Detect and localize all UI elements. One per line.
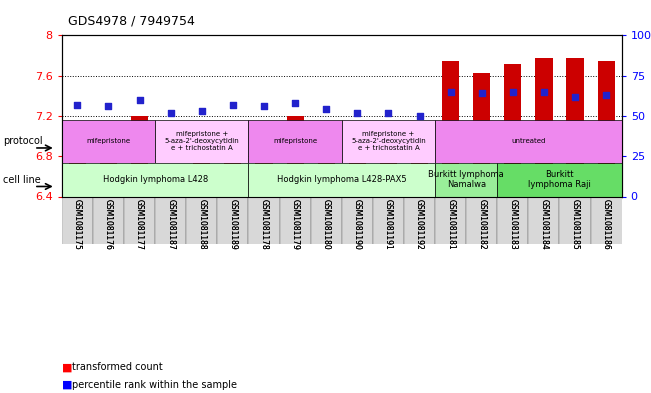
Text: GSM1081177: GSM1081177 xyxy=(135,199,144,250)
Text: Hodgkin lymphoma L428-PAX5: Hodgkin lymphoma L428-PAX5 xyxy=(277,175,407,184)
Text: GSM1081181: GSM1081181 xyxy=(446,199,455,250)
Text: GSM1081183: GSM1081183 xyxy=(508,199,518,250)
Bar xyxy=(255,131,273,196)
Text: GSM1081192: GSM1081192 xyxy=(415,199,424,250)
Bar xyxy=(225,131,242,196)
Point xyxy=(445,88,456,95)
Bar xyxy=(598,61,615,196)
Text: GSM1081176: GSM1081176 xyxy=(104,199,113,250)
Text: GSM1081187: GSM1081187 xyxy=(166,199,175,250)
Bar xyxy=(435,120,622,163)
Text: GSM1081186: GSM1081186 xyxy=(602,199,611,250)
Bar xyxy=(473,73,490,196)
Text: ■: ■ xyxy=(62,362,72,373)
Bar xyxy=(505,64,521,196)
Point xyxy=(228,101,238,108)
Text: GSM1081181: GSM1081181 xyxy=(446,199,455,250)
Text: GSM1081185: GSM1081185 xyxy=(570,199,579,250)
Point xyxy=(383,110,394,116)
Text: GSM1081186: GSM1081186 xyxy=(602,199,611,250)
Text: percentile rank within the sample: percentile rank within the sample xyxy=(72,380,236,390)
Text: mifepristone +
5-aza-2'-deoxycytidin
e + trichostatin A: mifepristone + 5-aza-2'-deoxycytidin e +… xyxy=(165,132,239,151)
Bar xyxy=(442,61,459,196)
Text: GSM1081179: GSM1081179 xyxy=(290,199,299,250)
Point xyxy=(165,110,176,116)
Text: GSM1081180: GSM1081180 xyxy=(322,199,331,250)
Point xyxy=(414,113,424,119)
Text: mifepristone: mifepristone xyxy=(87,138,131,145)
Bar xyxy=(435,163,497,196)
Bar xyxy=(249,120,342,163)
Text: Hodgkin lymphoma L428: Hodgkin lymphoma L428 xyxy=(102,175,208,184)
Bar xyxy=(100,126,117,196)
Bar xyxy=(566,57,583,196)
Text: Burkitt lymphoma
Namalwa: Burkitt lymphoma Namalwa xyxy=(428,170,504,189)
Point xyxy=(477,90,487,97)
Text: GSM1081192: GSM1081192 xyxy=(415,199,424,250)
Text: GSM1081184: GSM1081184 xyxy=(540,199,548,250)
Bar xyxy=(131,116,148,196)
Bar xyxy=(69,146,86,196)
Bar xyxy=(342,120,435,163)
Bar xyxy=(535,57,553,196)
Point xyxy=(352,110,363,116)
Text: GSM1081190: GSM1081190 xyxy=(353,199,362,250)
Text: GSM1081175: GSM1081175 xyxy=(73,199,82,250)
Bar xyxy=(249,163,435,196)
Bar xyxy=(155,120,249,163)
Text: GSM1081175: GSM1081175 xyxy=(73,199,82,250)
Text: GSM1081178: GSM1081178 xyxy=(260,199,268,250)
Point xyxy=(197,108,207,114)
Text: GSM1081184: GSM1081184 xyxy=(540,199,548,250)
Text: mifepristone: mifepristone xyxy=(273,138,317,145)
Point xyxy=(104,103,114,109)
Bar xyxy=(193,149,210,196)
Text: GSM1081182: GSM1081182 xyxy=(477,199,486,250)
Bar xyxy=(62,163,249,196)
Text: Burkitt
lymphoma Raji: Burkitt lymphoma Raji xyxy=(528,170,591,189)
Text: GSM1081185: GSM1081185 xyxy=(570,199,579,250)
Text: GSM1081189: GSM1081189 xyxy=(229,199,238,250)
Bar xyxy=(286,116,303,196)
Text: GSM1081187: GSM1081187 xyxy=(166,199,175,250)
Bar xyxy=(318,151,335,196)
Text: GSM1081191: GSM1081191 xyxy=(384,199,393,250)
Text: GSM1081176: GSM1081176 xyxy=(104,199,113,250)
Bar xyxy=(62,120,155,163)
Bar xyxy=(411,163,428,196)
Point xyxy=(321,107,331,113)
Text: protocol: protocol xyxy=(3,136,43,147)
Point xyxy=(570,94,580,100)
Text: GDS4978 / 7949754: GDS4978 / 7949754 xyxy=(68,15,195,28)
Text: mifepristone +
5-aza-2'-deoxycytidin
e + trichostatin A: mifepristone + 5-aza-2'-deoxycytidin e +… xyxy=(351,132,426,151)
Text: GSM1081179: GSM1081179 xyxy=(290,199,299,250)
Bar xyxy=(497,163,622,196)
Text: GSM1081180: GSM1081180 xyxy=(322,199,331,250)
Text: GSM1081177: GSM1081177 xyxy=(135,199,144,250)
Point xyxy=(539,88,549,95)
Point xyxy=(72,101,83,108)
Text: GSM1081178: GSM1081178 xyxy=(260,199,268,250)
Text: GSM1081183: GSM1081183 xyxy=(508,199,518,250)
Bar xyxy=(349,151,366,196)
Bar xyxy=(162,171,179,196)
Text: GSM1081189: GSM1081189 xyxy=(229,199,238,250)
Text: GSM1081188: GSM1081188 xyxy=(197,199,206,250)
Text: GSM1081191: GSM1081191 xyxy=(384,199,393,250)
Text: GSM1081190: GSM1081190 xyxy=(353,199,362,250)
Point xyxy=(508,88,518,95)
Text: cell line: cell line xyxy=(3,175,41,185)
Text: ■: ■ xyxy=(62,380,72,390)
Text: transformed count: transformed count xyxy=(72,362,162,373)
Bar xyxy=(380,151,397,196)
Point xyxy=(259,103,270,109)
Text: GSM1081182: GSM1081182 xyxy=(477,199,486,250)
Text: GSM1081188: GSM1081188 xyxy=(197,199,206,250)
Point xyxy=(134,97,145,103)
Text: untreated: untreated xyxy=(511,138,546,145)
Point xyxy=(290,100,300,106)
Point xyxy=(601,92,611,98)
